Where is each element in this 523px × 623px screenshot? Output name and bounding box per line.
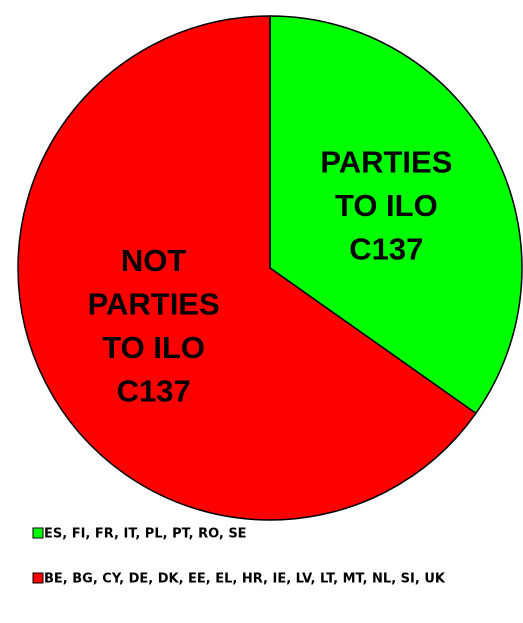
slice-label: NOT (121, 243, 187, 278)
slice-label: PARTIES (88, 287, 220, 322)
slice-label: C137 (349, 231, 423, 266)
legend-text: BE, BG, CY, DE, DK, EE, EL, HR, IE, LV, … (44, 572, 446, 587)
pie-slice (17, 15, 477, 521)
pie-slice (269, 15, 523, 415)
legend-text: ES, FI, FR, IT, PL, PT, RO, SE (44, 527, 247, 542)
slice-label: PARTIES (320, 144, 452, 179)
legend-swatch (32, 527, 44, 539)
slice-label: TO ILO (335, 188, 438, 223)
legend-swatch (32, 572, 44, 584)
slice-label: TO ILO (102, 330, 205, 365)
slice-label: C137 (117, 374, 191, 409)
